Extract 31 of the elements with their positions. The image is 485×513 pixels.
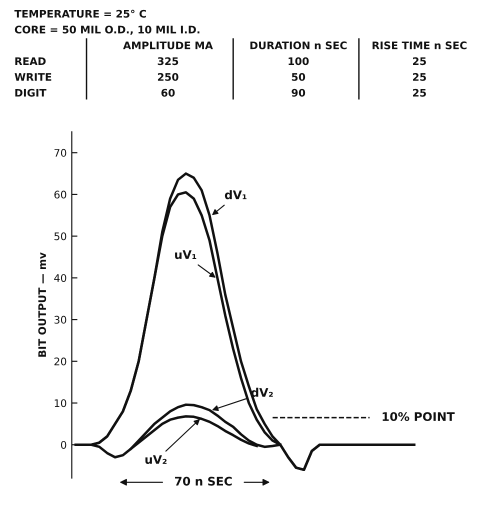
series-label: dV₁: [224, 190, 246, 200]
y-tick-label: 30: [54, 316, 66, 324]
y-tick-label: 60: [54, 190, 66, 199]
data-label: 60: [161, 88, 175, 97]
text: AMPLITUDE MA: [123, 42, 213, 50]
text: TEMPERATURE = 25° C: [14, 10, 146, 18]
data-label: 25: [413, 57, 426, 66]
y-tick-label: 70: [54, 148, 66, 157]
y-tick-label: 50: [54, 232, 66, 240]
category-label: DIGIT: [15, 88, 46, 97]
ref-line-label: 10% POINT: [382, 412, 455, 422]
y-tick-label: 40: [54, 274, 66, 282]
data-label: 325: [158, 57, 178, 66]
y-tick-label: 10: [54, 399, 66, 408]
text: CORE = 50 MIL O.D., 10 MIL I.D.: [14, 26, 200, 35]
y-tick-label: 0: [60, 440, 66, 449]
series-label: uV₁: [175, 250, 196, 260]
series-label: uV₂: [145, 455, 167, 464]
y-tick-label: 20: [54, 358, 66, 366]
data-label: 100: [288, 57, 309, 66]
data-label: 90: [292, 88, 306, 97]
category-label: READ: [15, 57, 46, 65]
text: DURATION n SEC: [250, 41, 347, 50]
data-label: 25: [413, 73, 426, 81]
data-label: 25: [413, 88, 426, 97]
annotation: 70 n SEC: [175, 476, 232, 486]
y-axis-title: BIT OUTPUT — mv: [38, 252, 46, 357]
data-label: 50: [292, 73, 306, 81]
text: RISE TIME n SEC: [372, 41, 467, 50]
data-label: 250: [158, 73, 178, 81]
category-label: WRITE: [14, 73, 52, 81]
